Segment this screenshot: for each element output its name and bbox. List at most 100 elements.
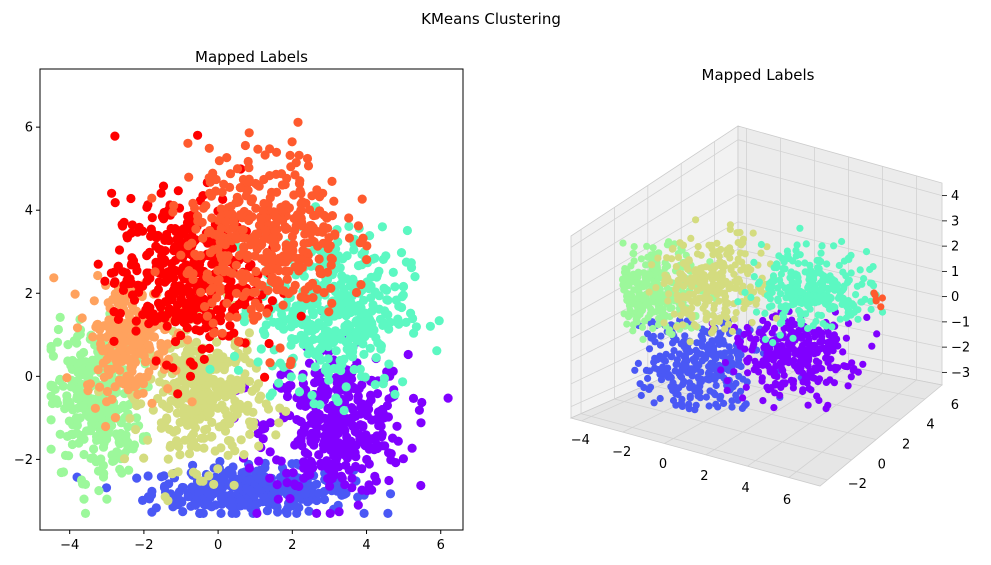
data-point-3d: [773, 373, 781, 381]
data-point: [190, 203, 200, 213]
data-point: [281, 506, 291, 516]
data-point: [104, 323, 114, 333]
data-point: [265, 358, 275, 368]
data-point: [190, 249, 200, 259]
data-point-3d: [691, 296, 700, 304]
data-point: [85, 362, 95, 372]
data-point: [322, 456, 332, 466]
data-point: [364, 433, 374, 444]
data-point: [114, 245, 125, 255]
data-point-3d: [730, 284, 739, 292]
data-point: [362, 255, 372, 265]
data-point-3d: [635, 292, 644, 300]
data-point: [311, 349, 321, 359]
data-point: [109, 278, 119, 288]
data-point: [408, 393, 419, 403]
data-point-3d: [739, 394, 747, 402]
data-point: [376, 341, 386, 351]
data-point: [162, 321, 172, 331]
data-point: [158, 181, 169, 191]
data-point: [62, 391, 72, 401]
data-point-3d: [679, 241, 688, 249]
data-point-3d: [685, 256, 693, 264]
data-point: [133, 227, 143, 237]
data-point: [233, 336, 244, 347]
data-point-3d: [754, 368, 763, 376]
data-point: [132, 266, 142, 276]
data-point-3d: [687, 234, 695, 242]
data-point: [225, 182, 235, 192]
data-point-3d: [859, 360, 867, 368]
data-point: [338, 327, 348, 337]
data-point-3d: [723, 314, 731, 322]
data-point: [398, 454, 408, 464]
data-point-3d: [750, 258, 758, 266]
data-point-3d: [776, 319, 785, 327]
data-point-3d: [629, 249, 637, 258]
data-point: [324, 307, 334, 317]
data-point-3d: [752, 308, 761, 316]
data-point-3d: [805, 336, 813, 344]
data-point: [92, 435, 102, 445]
data-point: [258, 434, 268, 444]
data-point-3d: [679, 259, 687, 268]
data-point: [176, 330, 186, 341]
data-point: [184, 172, 194, 182]
data-point: [443, 393, 453, 403]
data-point: [232, 164, 243, 174]
data-point: [209, 479, 219, 489]
data-point-3d: [767, 278, 776, 286]
data-point: [203, 407, 213, 418]
data-point: [248, 417, 259, 427]
data-point-3d: [719, 275, 727, 283]
data-point: [174, 377, 184, 387]
data-point-3d: [721, 293, 730, 301]
data-point-3d: [758, 374, 766, 382]
data-point-3d: [737, 351, 745, 359]
data-point: [173, 389, 183, 399]
data-point-3d: [776, 290, 785, 298]
data-point: [233, 197, 243, 207]
data-point: [198, 476, 208, 486]
data-point-3d: [868, 342, 876, 350]
data-point: [122, 371, 132, 381]
data-point: [217, 400, 227, 410]
data-point-3d: [780, 258, 788, 266]
data-point: [113, 329, 123, 339]
data-point: [200, 425, 210, 435]
data-point: [247, 194, 258, 204]
data-point: [434, 316, 444, 326]
data-point: [245, 486, 255, 496]
data-point: [216, 508, 226, 518]
data-point: [178, 507, 188, 517]
data-point: [200, 302, 210, 312]
data-point-3d: [831, 339, 839, 348]
data-point-3d: [665, 328, 673, 336]
data-point-3d: [835, 261, 843, 270]
data-point: [182, 323, 192, 333]
data-point: [233, 365, 244, 375]
data-point-3d: [676, 269, 684, 277]
data-point: [314, 409, 324, 419]
data-point-3d: [632, 315, 640, 323]
data-point: [347, 413, 357, 423]
data-point-3d: [686, 394, 694, 402]
data-point-3d: [795, 361, 803, 369]
data-point: [314, 318, 324, 328]
data-point-3d: [807, 343, 815, 352]
data-point: [270, 243, 280, 253]
data-point: [226, 374, 236, 384]
data-point: [193, 216, 203, 226]
data-point-3d: [877, 303, 885, 311]
data-point-3d: [701, 301, 709, 309]
data-point-3d: [798, 353, 806, 362]
data-point: [138, 495, 148, 505]
data-point: [407, 443, 417, 453]
data-point-3d: [722, 300, 730, 308]
data-point: [109, 307, 119, 317]
data-point-3d: [824, 276, 832, 284]
data-point: [285, 494, 295, 504]
data-point: [206, 191, 216, 201]
data-point: [171, 425, 182, 435]
data-point: [273, 507, 283, 517]
